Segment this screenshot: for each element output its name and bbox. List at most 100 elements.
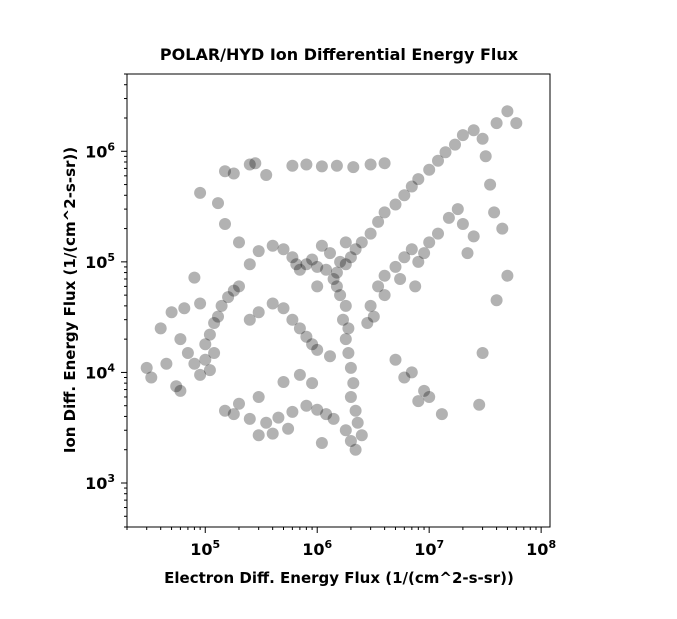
data-point bbox=[140, 361, 153, 374]
data-point bbox=[405, 366, 418, 379]
data-point bbox=[315, 160, 328, 173]
data-point bbox=[243, 158, 256, 171]
data-point bbox=[199, 338, 212, 351]
data-point bbox=[344, 391, 357, 403]
data-point bbox=[423, 163, 436, 176]
data-point bbox=[219, 165, 231, 178]
data-point bbox=[203, 328, 216, 341]
data-point bbox=[327, 273, 340, 285]
data-point bbox=[449, 138, 461, 151]
data-point bbox=[311, 260, 324, 273]
data-point bbox=[412, 395, 425, 408]
data-point bbox=[342, 322, 355, 335]
data-point bbox=[266, 427, 279, 440]
data-point bbox=[473, 398, 486, 411]
data-point bbox=[320, 408, 333, 421]
data-point bbox=[181, 347, 194, 359]
data-point bbox=[349, 404, 362, 417]
data-point bbox=[277, 376, 290, 388]
data-point bbox=[203, 364, 216, 377]
data-point bbox=[178, 302, 191, 315]
data-point bbox=[423, 236, 436, 249]
data-point bbox=[233, 397, 245, 410]
data-point bbox=[330, 280, 343, 293]
data-point bbox=[344, 251, 357, 264]
data-point bbox=[418, 384, 431, 397]
data-point bbox=[432, 154, 444, 167]
data-point bbox=[347, 161, 360, 174]
x-axis-label: Electron Diff. Energy Flux (1/(cm^2-s-sr… bbox=[164, 569, 514, 587]
data-point bbox=[212, 197, 224, 210]
data-point bbox=[282, 422, 295, 435]
data-point bbox=[188, 271, 201, 284]
data-point bbox=[378, 206, 391, 219]
data-point bbox=[439, 146, 452, 159]
data-points bbox=[140, 105, 523, 456]
data-point bbox=[484, 178, 497, 191]
data-point bbox=[330, 266, 343, 279]
data-point bbox=[194, 297, 207, 310]
data-point bbox=[320, 263, 333, 276]
data-point bbox=[293, 368, 306, 381]
data-point bbox=[306, 377, 319, 390]
data-point bbox=[432, 227, 444, 240]
x-axis-ticks: 105 106 107 108 bbox=[126, 527, 556, 559]
data-point bbox=[461, 247, 474, 260]
data-point bbox=[394, 273, 407, 285]
data-point bbox=[300, 399, 313, 412]
data-point bbox=[347, 377, 360, 390]
data-point bbox=[199, 353, 212, 366]
data-point bbox=[378, 269, 391, 282]
data-point bbox=[339, 258, 352, 271]
data-point bbox=[194, 186, 207, 199]
data-point bbox=[249, 157, 262, 170]
data-point bbox=[364, 227, 377, 240]
x-tick-label: 106 bbox=[302, 538, 332, 559]
chart-title: POLAR/HYD Ion Differential Energy Flux bbox=[160, 45, 519, 64]
data-point bbox=[208, 317, 221, 329]
data-point bbox=[252, 306, 265, 319]
data-point bbox=[442, 211, 455, 224]
data-point bbox=[423, 391, 436, 403]
data-point bbox=[339, 424, 352, 437]
data-point bbox=[215, 299, 228, 312]
data-point bbox=[389, 353, 402, 366]
data-point bbox=[252, 429, 265, 442]
data-point bbox=[409, 280, 422, 293]
data-point bbox=[154, 322, 167, 335]
data-point bbox=[165, 306, 178, 319]
data-point bbox=[188, 357, 201, 370]
data-point bbox=[219, 404, 231, 417]
data-point bbox=[306, 253, 319, 266]
data-point bbox=[456, 218, 469, 230]
data-point bbox=[510, 117, 523, 130]
data-point bbox=[501, 269, 514, 282]
data-point bbox=[378, 157, 391, 170]
data-point bbox=[418, 247, 431, 260]
data-point bbox=[479, 150, 492, 163]
data-point bbox=[405, 180, 418, 193]
data-point bbox=[266, 239, 279, 252]
data-point bbox=[398, 371, 411, 384]
data-point bbox=[349, 243, 362, 256]
data-point bbox=[293, 263, 306, 276]
data-point bbox=[233, 236, 245, 249]
data-point bbox=[398, 189, 411, 202]
data-point bbox=[344, 435, 357, 447]
data-point bbox=[145, 371, 158, 384]
data-point bbox=[315, 437, 328, 449]
data-point bbox=[243, 313, 256, 326]
data-point bbox=[208, 347, 221, 359]
data-point bbox=[342, 347, 355, 359]
y-tick-label: 105 bbox=[85, 251, 115, 272]
data-point bbox=[290, 258, 303, 271]
data-point bbox=[467, 230, 480, 243]
data-point bbox=[233, 280, 245, 293]
data-point bbox=[311, 280, 324, 293]
data-point bbox=[311, 403, 324, 416]
y-tick-label: 103 bbox=[85, 472, 115, 493]
data-point bbox=[194, 368, 207, 381]
data-point bbox=[349, 443, 362, 456]
data-point bbox=[456, 129, 469, 142]
